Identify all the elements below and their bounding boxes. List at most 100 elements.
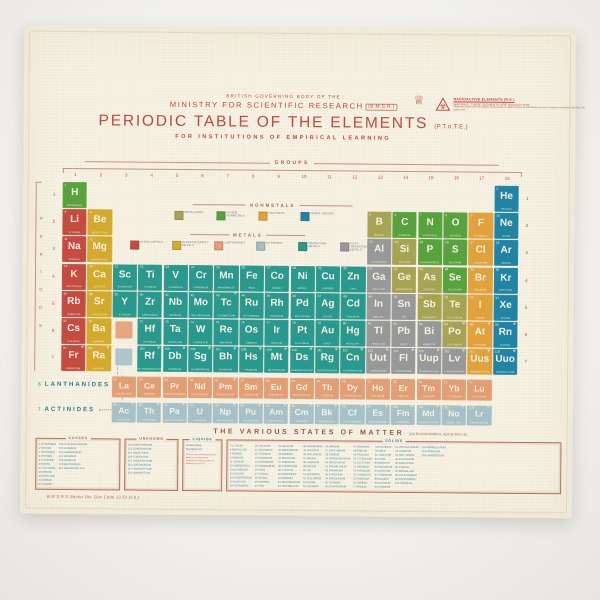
states-entry: 100 FERMIUM [395, 481, 413, 485]
legend-item: OTHER NONMETALS [216, 211, 252, 220]
group-number: 5 [175, 172, 179, 178]
element-symbol: He [500, 190, 513, 202]
element-name: ERBIUM [397, 395, 409, 399]
element-cell: 30 Zn ZINC [341, 265, 366, 293]
element-cell: 41 Nb NIOBIUM [163, 291, 188, 318]
period-number-right: 5 [524, 304, 528, 310]
element-symbol: Ra [92, 350, 106, 362]
element-symbol: Mo [193, 296, 209, 309]
element-name: ARGON [501, 261, 511, 266]
element-name: GOLD [323, 342, 332, 346]
group-number: 15 [428, 175, 434, 181]
element-cell: 13 Al ALUMINIUM [366, 238, 392, 266]
element-symbol: Hf [144, 323, 156, 335]
element-name: UNUNTRIUM [369, 369, 387, 373]
element-name: UNUNPENTIUM [418, 370, 439, 374]
element-name: XENON [500, 316, 511, 320]
element-cell: 31 Ga GALLIUM [366, 266, 392, 293]
states-box-unknown: UNKNOWN 111 ROENTGENIUM 112 COPERNICIUM 113… [124, 436, 179, 491]
element-symbol: Na [67, 241, 81, 253]
states-column: 111 ROENTGENIUM 112 COPERNICIUM 113 UNUNTR… [127, 443, 152, 488]
element-name: LANTHANUM [115, 392, 133, 396]
element-name: HOLMIUM [371, 394, 385, 399]
element-name: POTASSIUM [66, 285, 82, 289]
element-symbol: Hg [346, 325, 360, 337]
element-name: UNUNOCTIUM [495, 370, 515, 374]
element-symbol: Es [372, 407, 383, 418]
element-symbol: Fr [68, 350, 79, 362]
states-entry: 30 ZINC [254, 484, 265, 488]
lanthanides-period-number: 6 [37, 381, 41, 388]
element-name: MERCURY [346, 342, 360, 346]
element-name: TERBIUM [320, 394, 334, 398]
element-cell: 87 ☢ Fr FRANCIUM [61, 345, 86, 372]
element-symbol: Li [70, 214, 80, 226]
element-name: LIVERMORIUM [444, 370, 464, 374]
element-name: SILVER [322, 314, 333, 318]
element-cell: 81 Tl THALLIUM [366, 320, 391, 347]
legend-swatch [214, 241, 223, 250]
element-cell: 12 Mg MAGNESIUM [87, 236, 112, 263]
element-symbol: Ar [500, 245, 512, 257]
element-symbol: Sb [422, 298, 436, 311]
element-symbol: Th [143, 405, 155, 416]
element-symbol: Al [374, 244, 385, 256]
element-cell: 23 V VANADIUM [163, 264, 188, 291]
element-name: PRASEODYMIUM [163, 393, 186, 397]
legend-swatch [298, 242, 307, 251]
states-box-liquids: LIQUIDS 35 BROMINE 80 MERCURY The only two … [182, 437, 223, 492]
element-name: PLATINUM [295, 341, 309, 345]
element-cell: 98 ☢ Cf CALIFORNIUM [340, 403, 365, 425]
periods-label-letter: S [39, 322, 42, 328]
element-name: EINSTEINIUM [368, 420, 387, 424]
states-entry: 118 UNUNOCTIUM [127, 471, 151, 475]
element-cell: 11 Na SODIUM [62, 236, 87, 263]
element-name: POLONIUM [447, 343, 462, 347]
element-symbol: Pm [218, 380, 233, 391]
element-cell: 22 Ti TITANIUM [138, 264, 163, 291]
radioactive-icon: ☢ [360, 347, 364, 352]
states-column: 91 PROTACTINIUM 92 URANIUM 93 NEPTUNIUM 94 … [395, 445, 418, 490]
legend-item: ALKALI METALS [130, 240, 166, 251]
element-cell: 26 Fe IRON [239, 265, 265, 292]
legend-label: ALKALI METALS [140, 240, 164, 244]
periods-label-letter: O [39, 286, 43, 292]
states-column: 35 BROMINE 80 MERCURY The only two element… [186, 444, 216, 489]
element-symbol: Er [398, 382, 408, 393]
title-text: PERIODIC TABLE OF THE ELEMENTS [98, 111, 429, 132]
element-symbol: Se [448, 271, 462, 284]
element-name: RUTHENIUM [243, 314, 260, 318]
element-cell: 63 Eu EUROPIUM [264, 377, 289, 399]
periods-label-letter: D [39, 304, 43, 310]
element-name: INDIUM [373, 315, 384, 319]
element-cell: 42 Mo MOLYBDENUM [188, 291, 214, 319]
legend-swatch [130, 240, 139, 250]
periods-label-letter: P [40, 215, 43, 221]
element-cell: 40 Zr ZIRCONIUM [137, 291, 163, 318]
warning-text: RADIOACTIVE ELEMENTS (R.E.) WARNING: THE… [453, 97, 589, 114]
states-column: 104 RUTHERFORDIUM 105 DUBNIUM 106 SEABORGI… [59, 442, 87, 487]
element-cell: 17 Cl CHLORINE [468, 239, 493, 267]
element-name: THULIUM [422, 395, 435, 399]
element-symbol: Si [399, 244, 410, 256]
states-box-gasses: GASSES 1 HYDROGEN 2 HELIUM 7 NITROGEN 8 OXYG… [35, 435, 121, 491]
element-symbol: Uuo [495, 353, 515, 366]
element-cell: 54 Xe XENON [493, 294, 518, 321]
element-cell: 55 Cs CAESIUM [61, 317, 86, 345]
element-symbol: N [426, 217, 434, 229]
element-cell: 50 Sn TIN [391, 293, 417, 320]
element-symbol: I [478, 299, 482, 311]
states-column: 44 RUTHENIUM 45 RHODIUM 46 PALLADIUM 47 SIL… [303, 445, 323, 490]
element-name: ZINC [350, 287, 357, 291]
element-cell: 107 ☢ Bh BOHRIUM [213, 346, 238, 373]
element-name: DYSPROSIUM [343, 394, 362, 398]
element-cell: 95 ☢ Am AMERICIUM [263, 403, 289, 424]
states-title-suffix: (GAS/UNKNOWN/LIQUID/SOLID) [408, 431, 468, 437]
groups-dash-left [84, 160, 270, 164]
element-symbol: Mt [270, 351, 283, 364]
element-symbol: Yb [448, 382, 460, 393]
element-name: VANADIUM [168, 286, 183, 290]
element-cell: 49 In INDIUM [366, 293, 391, 320]
element-symbol: Nb [168, 296, 183, 308]
